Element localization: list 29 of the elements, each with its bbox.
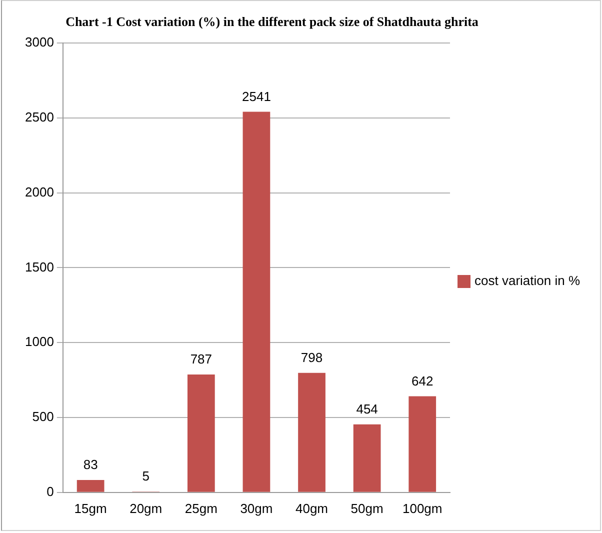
x-tick-label: 30gm [240,500,273,516]
y-tick-label: 1000 [25,334,54,350]
data-label: 2541 [242,88,271,104]
bar [187,374,215,492]
data-label: 83 [83,457,98,472]
bar [408,396,436,492]
y-tick-label: 0 [46,484,54,499]
y-tick-label: 2000 [25,184,54,200]
bar [76,480,104,492]
data-label: 787 [190,352,212,367]
data-label: 642 [412,373,434,388]
bar [353,424,381,492]
x-tick-label: 40gm [295,500,328,516]
chart-title: Chart -1 Cost variation (%) in the different pack size of Shatdhauta ghrita [64,13,480,30]
bar [298,372,326,492]
data-label: 454 [356,401,378,416]
y-tick-label: 3000 [25,34,54,50]
bar [242,112,270,492]
y-tick-label: 500 [32,409,54,424]
x-tick-label: 20gm [130,500,162,516]
data-label: 798 [300,350,323,365]
legend-label: cost variation in % [474,273,580,288]
y-tick-label: 2500 [25,109,54,124]
data-label: 5 [142,468,150,484]
x-tick-label: 100gm [402,500,442,516]
x-tick-label: 50gm [350,500,384,516]
x-tick-label: 15gm [74,500,107,516]
x-tick-label: 25gm [184,500,218,516]
y-tick-label: 1500 [25,259,54,274]
